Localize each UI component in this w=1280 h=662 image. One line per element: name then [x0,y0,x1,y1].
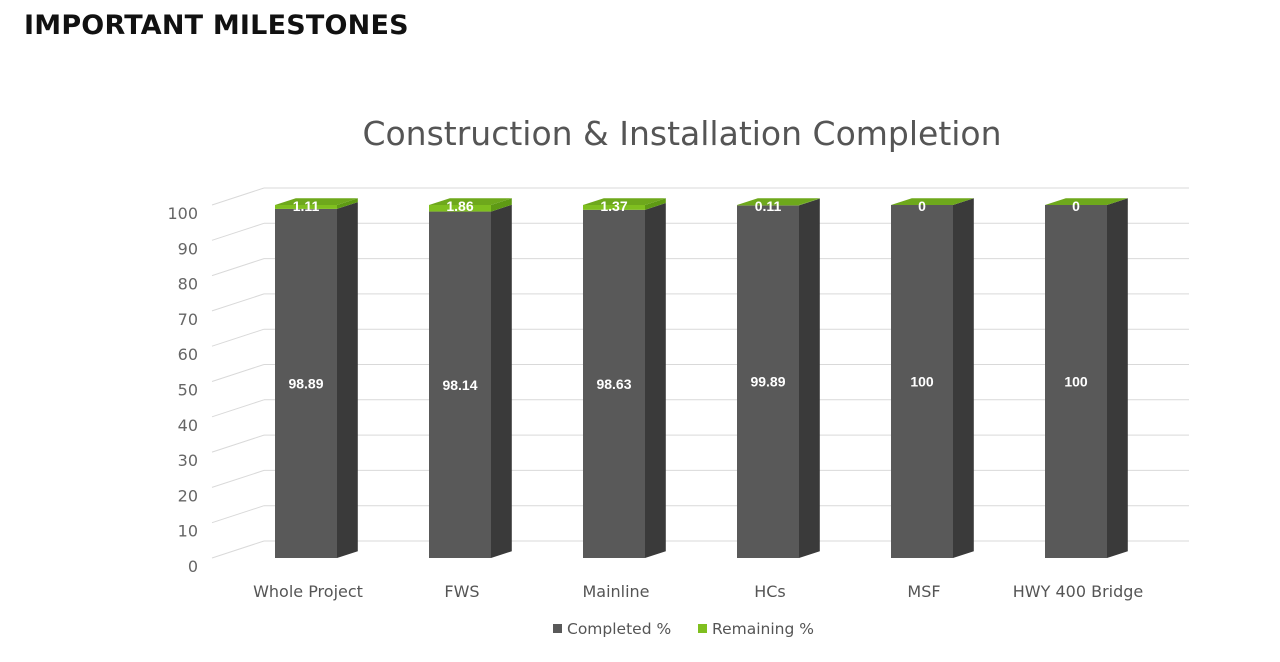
bar-top [737,198,820,205]
grid-diagonal [211,540,265,559]
bar-face [583,209,645,558]
y-tick-label: 10 [178,522,198,541]
data-label-completed: 98.14 [442,377,477,393]
data-labels: 98.89 1.11 98.14 1.86 98.63 1.37 99.89 0.11 100 0… [288,198,1087,393]
bar-face [275,208,337,558]
bar-side [337,198,358,209]
x-axis: Whole Project FWS Mainline HCs MSF HWY 400 Br… [253,582,1143,601]
y-tick-label: 30 [178,451,198,470]
data-label-remaining: 1.37 [600,198,627,214]
data-label-completed: 98.89 [288,375,323,391]
page-title: IMPORTANT MILESTONES [24,10,409,41]
grid-diagonal [211,434,265,453]
grid-diagonal [211,328,265,347]
bar-side [645,198,666,210]
y-tick-label: 0 [188,557,198,576]
bar-side [491,204,512,558]
bars [275,198,1128,559]
legend-label-remaining: Remaining % [712,620,814,638]
legend: Completed % Remaining % [553,620,814,638]
grid-diagonal [211,399,265,418]
x-category-label: Whole Project [253,582,363,601]
data-label-remaining: 1.11 [293,198,320,214]
x-category-label: MSF [907,582,940,601]
bar-top [1045,198,1128,205]
bar-top [583,198,666,205]
bar-face [429,211,491,558]
x-category-label: HWY 400 Bridge [1013,582,1144,601]
x-category-label: Mainline [582,582,649,601]
gridlines [211,187,1189,559]
y-tick-label: 80 [178,275,198,294]
y-tick-label: 60 [178,345,198,364]
grid-diagonal [211,258,265,277]
data-label-remaining: 1.86 [446,198,473,214]
data-label-remaining: 0 [1072,198,1080,214]
bar-side [799,198,820,558]
y-tick-label: 40 [178,416,198,435]
bar-face [891,205,953,558]
data-label-completed: 100 [1064,374,1088,390]
legend-label-completed: Completed % [567,620,671,638]
bar-side [799,198,820,206]
x-category-label: FWS [444,582,479,601]
y-tick-label: 20 [178,486,198,505]
grid-diagonal [211,222,265,241]
y-tick-label: 100 [167,204,198,223]
data-label-remaining: 0.11 [755,198,782,214]
bar-face [737,205,799,558]
grid-diagonal [211,187,265,206]
grid-diagonal [211,505,265,524]
bar-face [1045,205,1107,558]
bar-side [1107,198,1128,558]
bar-face [429,205,491,212]
grid-diagonal [211,364,265,382]
legend-swatch-completed [553,624,562,633]
y-tick-label: 70 [178,310,198,329]
bar-side [953,198,974,558]
data-label-remaining: 0 [918,198,926,214]
grid-diagonal [211,293,265,312]
data-label-completed: 100 [910,374,934,390]
y-axis: 0 10 20 30 40 50 60 70 80 90 100 [167,204,198,576]
grid-diagonal [211,469,265,488]
bar-top [429,198,512,205]
bar-side [645,203,666,558]
chart-title: Construction & Installation Completion [362,114,1001,153]
bar-side [337,202,358,559]
bar-face [583,205,645,210]
bar-face [275,205,337,209]
y-tick-label: 90 [178,239,198,258]
data-label-completed: 98.63 [596,376,631,392]
legend-swatch-remaining [698,624,707,633]
bar-top [275,198,358,205]
y-tick-label: 50 [178,381,198,400]
bar-top [891,198,974,205]
data-label-completed: 99.89 [750,374,785,390]
bar-side [491,198,512,212]
x-category-label: HCs [754,582,786,601]
